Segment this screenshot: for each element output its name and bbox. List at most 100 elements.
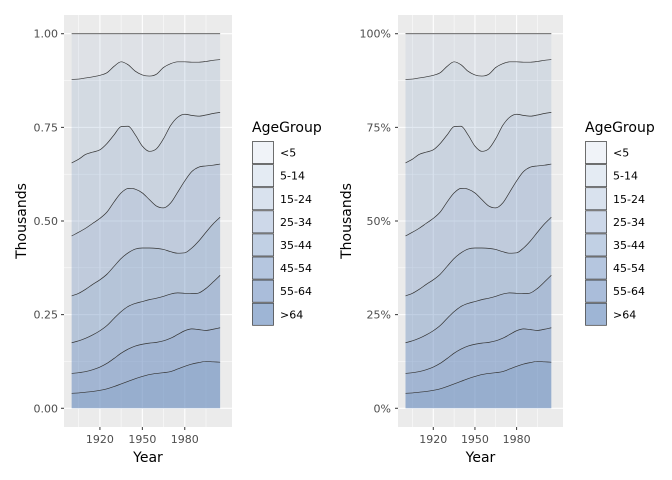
y-tick-label: 0.75 — [34, 121, 59, 134]
legend-title: AgeGroup — [252, 120, 322, 136]
series-line-3 — [405, 275, 552, 344]
legend-key-background — [585, 210, 607, 234]
series-line-5 — [405, 163, 552, 237]
legend-title: AgeGroup — [585, 120, 655, 136]
y-tick-label: 50% — [367, 215, 391, 228]
legend-key-background — [252, 141, 274, 165]
x-tick-label: 1920 — [419, 433, 447, 446]
series-line-7 — [405, 59, 552, 80]
area-band-5 — [71, 164, 221, 296]
area-band-3 — [71, 275, 221, 374]
series-line-2 — [71, 327, 221, 374]
area-band-7 — [405, 59, 552, 163]
series-line-1 — [405, 361, 552, 394]
legend-label: 35-44 — [613, 239, 645, 252]
legend-label: 5-14 — [280, 170, 305, 183]
legend-key-swatch — [252, 256, 274, 280]
area-band-4 — [71, 217, 221, 343]
y-tick-label: 0.50 — [34, 215, 59, 228]
series-line-6 — [71, 112, 221, 164]
x-axis-title: Year — [132, 450, 163, 466]
area-band-2 — [405, 327, 552, 394]
legend-key-background — [252, 210, 274, 234]
area-band-6 — [405, 112, 552, 236]
series-line-3 — [71, 275, 221, 344]
series-line-7 — [71, 59, 221, 80]
legend-label: <5 — [280, 147, 296, 160]
legend-label: 45-54 — [613, 262, 645, 275]
x-tick-label: 1920 — [86, 433, 114, 446]
y-axis-title: Thousands — [14, 183, 30, 260]
legend-key-background — [585, 141, 607, 165]
y-tick-label: 0% — [374, 402, 391, 415]
legend-key-background — [585, 164, 607, 188]
legend-key-swatch — [252, 141, 274, 164]
area-bands — [71, 33, 221, 409]
y-axis-title: Thousands — [339, 183, 355, 260]
legend-label: 45-54 — [280, 262, 312, 275]
legend-key-swatch — [252, 210, 274, 234]
area-band-1 — [405, 361, 552, 409]
y-tick-label: 100% — [360, 28, 391, 41]
area-band-5 — [405, 164, 552, 296]
legend-key-swatch — [585, 141, 607, 164]
legend-key-background — [252, 164, 274, 188]
legend-key-background — [585, 233, 607, 257]
legend-key-swatch — [252, 302, 274, 326]
chart-panel-left: 0.00 0.25 0.50 0.75 1.00 1920 1950 1980 Year Thou… — [14, 15, 322, 466]
legend-label: 15-24 — [280, 193, 312, 206]
series-line-6 — [405, 112, 552, 164]
legend-key-swatch — [252, 164, 274, 188]
area-band-8 — [71, 33, 221, 80]
legend-key-swatch — [585, 279, 607, 303]
legend-label: >64 — [613, 308, 636, 321]
area-band-4 — [405, 217, 552, 343]
x-axis-title: Year — [465, 450, 496, 466]
legend-label: 15-24 — [613, 193, 645, 206]
legend-label: 25-34 — [613, 216, 645, 229]
legend-label: 25-34 — [280, 216, 312, 229]
legend-key-swatch — [252, 187, 274, 211]
area-band-6 — [71, 112, 221, 236]
legend-key-background — [252, 187, 274, 211]
area-band-7 — [71, 59, 221, 163]
legend-key-background — [585, 187, 607, 211]
x-tick-label: 1950 — [128, 433, 156, 446]
area-band-1 — [71, 361, 221, 409]
boundary-lines — [71, 33, 221, 394]
series-line-5 — [71, 163, 221, 237]
series-line-1 — [71, 361, 221, 394]
chart-panel-right: 0% 25% 50% 75% 100% 1920 1950 1980 Year Thousands… — [339, 15, 655, 466]
legend: AgeGroup <5 5-14 15-24 25-34 35-44 45-54 55-64 >… — [252, 120, 322, 326]
legend-label: 55-64 — [613, 285, 645, 298]
legend-label: 5-14 — [613, 170, 638, 183]
legend: AgeGroup <5 5-14 15-24 25-34 35-44 45-54 55-64 >… — [585, 120, 655, 326]
legend-key-swatch — [585, 233, 607, 257]
y-tick-label: 0.25 — [34, 309, 59, 322]
legend-key-swatch — [585, 164, 607, 188]
legend-key-swatch — [585, 302, 607, 326]
x-tick-label: 1980 — [503, 433, 531, 446]
area-band-2 — [71, 327, 221, 394]
area-band-8 — [405, 33, 552, 80]
legend-key-swatch — [585, 210, 607, 234]
y-tick-label: 0.00 — [34, 402, 59, 415]
area-band-3 — [405, 275, 552, 374]
series-line-4 — [405, 216, 552, 297]
legend-key-background — [252, 233, 274, 257]
area-bands — [405, 33, 552, 409]
legend-key-swatch — [252, 233, 274, 257]
legend-key-swatch — [585, 256, 607, 280]
legend-label: 55-64 — [280, 285, 312, 298]
series-line-2 — [405, 327, 552, 374]
x-tick-label: 1980 — [171, 433, 199, 446]
y-tick-label: 75% — [367, 121, 391, 134]
boundary-lines — [405, 33, 552, 394]
legend-label: >64 — [280, 308, 303, 321]
series-line-4 — [71, 216, 221, 297]
y-tick-label: 1.00 — [34, 28, 59, 41]
legend-label: <5 — [613, 147, 629, 160]
x-tick-label: 1950 — [461, 433, 489, 446]
legend-key-swatch — [585, 187, 607, 211]
